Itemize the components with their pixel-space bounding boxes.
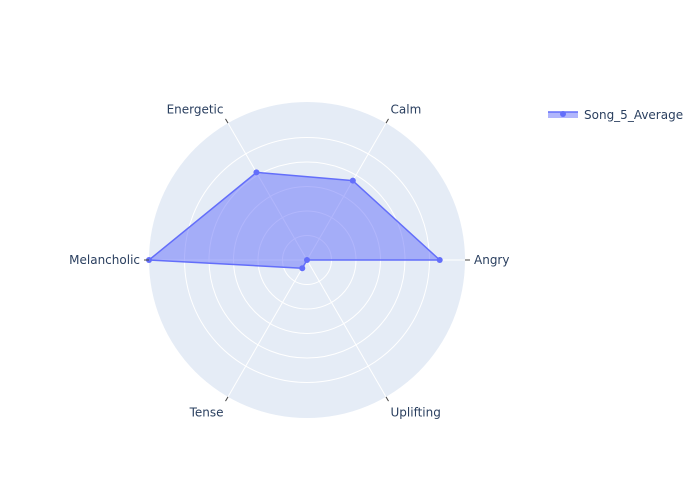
data-point-energetic[interactable]: [253, 169, 260, 176]
angular-gridline: [227, 259, 308, 398]
data-point-tense[interactable]: [299, 265, 306, 272]
legend-item[interactable]: Song_5_Average: [548, 108, 683, 122]
legend-label: Song_5_Average: [584, 108, 683, 122]
angular-tick: [385, 118, 389, 124]
legend-marker: [560, 111, 566, 117]
angular-tick: [385, 396, 389, 402]
angular-tick-label-uplifting: Uplifting: [391, 406, 441, 420]
angular-tick-label-angry: Angry: [474, 253, 509, 267]
angular-tick-label-energetic: Energetic: [167, 102, 224, 116]
angular-tick-label-calm: Calm: [391, 102, 422, 116]
data-point-calm[interactable]: [349, 177, 356, 184]
data-point-uplifting[interactable]: [304, 257, 310, 263]
angular-tick-label-tense: Tense: [189, 406, 224, 420]
angular-tick-label-melancholic: Melancholic: [69, 253, 140, 267]
data-point-angry[interactable]: [436, 257, 443, 263]
angular-gridline: [306, 259, 387, 398]
angular-tick: [225, 396, 229, 402]
angular-tick: [225, 118, 229, 124]
